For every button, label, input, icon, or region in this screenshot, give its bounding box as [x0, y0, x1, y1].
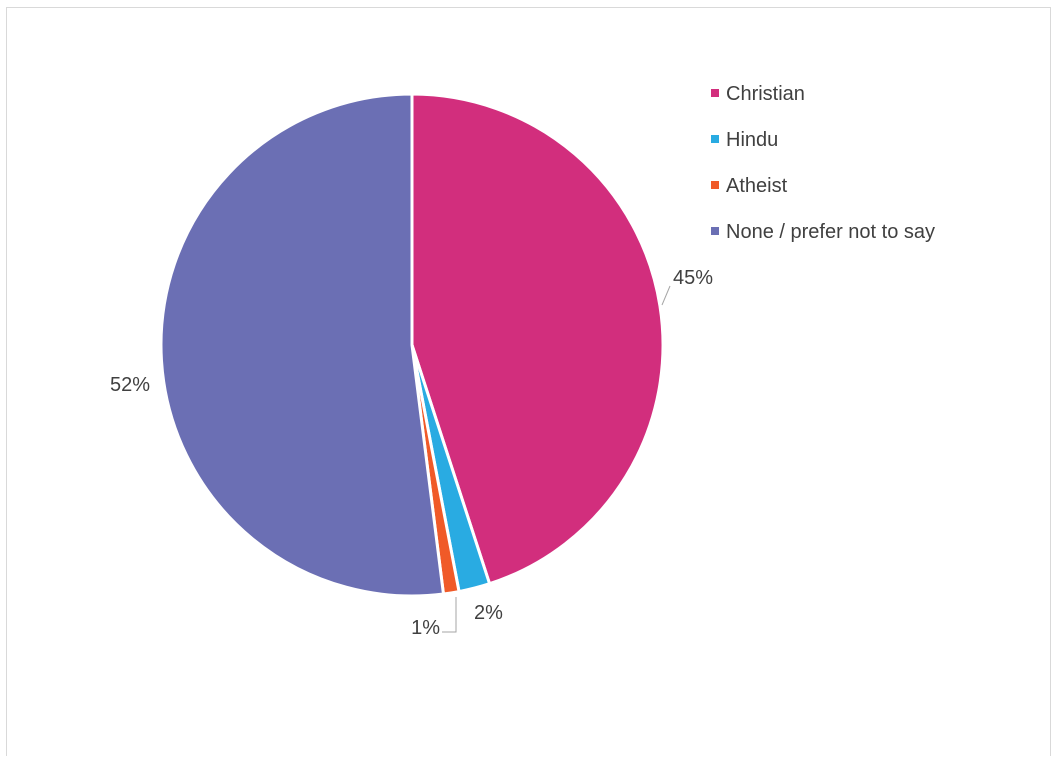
- data-labels: 45% 2% 1% 52%: [110, 267, 713, 639]
- legend-marker-none: [711, 227, 719, 235]
- pie-slice-christian: [410, 92, 665, 586]
- pie-slices: [159, 92, 665, 598]
- legend-label-atheist: Atheist: [726, 175, 788, 197]
- legend-marker-atheist: [711, 181, 719, 189]
- leader-line-christian: [661, 285, 671, 306]
- data-label-christian: 45%: [673, 267, 713, 289]
- legend: Christian Hindu Atheist None / prefer not t…: [711, 83, 935, 243]
- legend-label-none: None / prefer not to say: [726, 221, 935, 243]
- data-label-hindu: 2%: [474, 602, 503, 624]
- data-label-none: 52%: [110, 374, 150, 396]
- leader-line-atheist: [442, 597, 457, 633]
- leader-lines: [442, 285, 671, 633]
- pie-slice-none: [159, 92, 445, 598]
- legend-marker-hindu: [711, 135, 719, 143]
- legend-label-hindu: Hindu: [726, 129, 778, 151]
- data-label-atheist: 1%: [411, 617, 440, 639]
- legend-marker-christian: [711, 89, 719, 97]
- legend-label-christian: Christian: [726, 83, 805, 105]
